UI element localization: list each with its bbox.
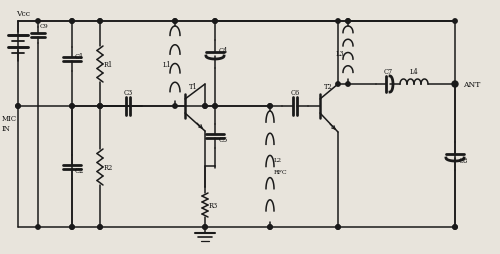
Circle shape — [268, 104, 272, 109]
Text: C8: C8 — [459, 156, 468, 164]
Text: MIC: MIC — [2, 115, 17, 122]
Circle shape — [98, 225, 102, 229]
Circle shape — [98, 225, 102, 229]
Text: Vcc: Vcc — [16, 10, 30, 18]
Circle shape — [213, 20, 217, 24]
Circle shape — [336, 83, 340, 87]
Circle shape — [70, 20, 74, 24]
Text: T1: T1 — [189, 83, 198, 91]
Text: C4: C4 — [219, 47, 228, 55]
Text: C2: C2 — [75, 166, 84, 174]
Text: C7: C7 — [384, 68, 392, 76]
Text: C5: C5 — [219, 135, 228, 144]
Circle shape — [70, 104, 74, 109]
Circle shape — [70, 104, 74, 109]
Circle shape — [453, 225, 457, 229]
Circle shape — [268, 225, 272, 229]
Circle shape — [203, 104, 207, 109]
Circle shape — [98, 104, 102, 109]
Text: R2: R2 — [104, 163, 113, 171]
Circle shape — [346, 20, 350, 24]
Circle shape — [173, 20, 177, 24]
Text: IN: IN — [2, 124, 11, 133]
Circle shape — [70, 20, 74, 24]
Circle shape — [203, 225, 207, 229]
Circle shape — [213, 104, 217, 109]
Circle shape — [173, 104, 177, 109]
Text: C3: C3 — [124, 89, 132, 97]
Circle shape — [268, 104, 272, 109]
Circle shape — [36, 20, 40, 24]
Text: C1: C1 — [75, 53, 84, 61]
Circle shape — [346, 20, 350, 24]
Text: L4: L4 — [410, 68, 418, 76]
Circle shape — [70, 225, 74, 229]
Circle shape — [98, 20, 102, 24]
Circle shape — [70, 225, 74, 229]
Circle shape — [336, 20, 340, 24]
Circle shape — [173, 20, 177, 24]
Text: L2: L2 — [274, 157, 282, 162]
Circle shape — [213, 20, 217, 24]
Circle shape — [346, 83, 350, 87]
Circle shape — [453, 20, 457, 24]
Text: R1: R1 — [104, 61, 113, 69]
Text: R3: R3 — [209, 201, 218, 209]
Circle shape — [203, 104, 207, 109]
Circle shape — [203, 225, 207, 229]
Text: C9: C9 — [40, 23, 49, 28]
Circle shape — [336, 225, 340, 229]
Circle shape — [16, 104, 20, 109]
Circle shape — [213, 104, 217, 109]
Text: L1: L1 — [162, 61, 171, 69]
Circle shape — [98, 104, 102, 109]
Circle shape — [98, 20, 102, 24]
Circle shape — [453, 225, 457, 229]
Circle shape — [98, 104, 102, 109]
Circle shape — [452, 82, 458, 88]
Circle shape — [36, 225, 40, 229]
Circle shape — [16, 104, 20, 109]
Text: RFC: RFC — [274, 170, 287, 175]
Text: ANT: ANT — [463, 81, 480, 89]
Text: C6: C6 — [290, 89, 300, 97]
Text: T2: T2 — [324, 83, 333, 91]
Text: L3: L3 — [336, 50, 344, 58]
Circle shape — [268, 225, 272, 229]
Circle shape — [336, 225, 340, 229]
